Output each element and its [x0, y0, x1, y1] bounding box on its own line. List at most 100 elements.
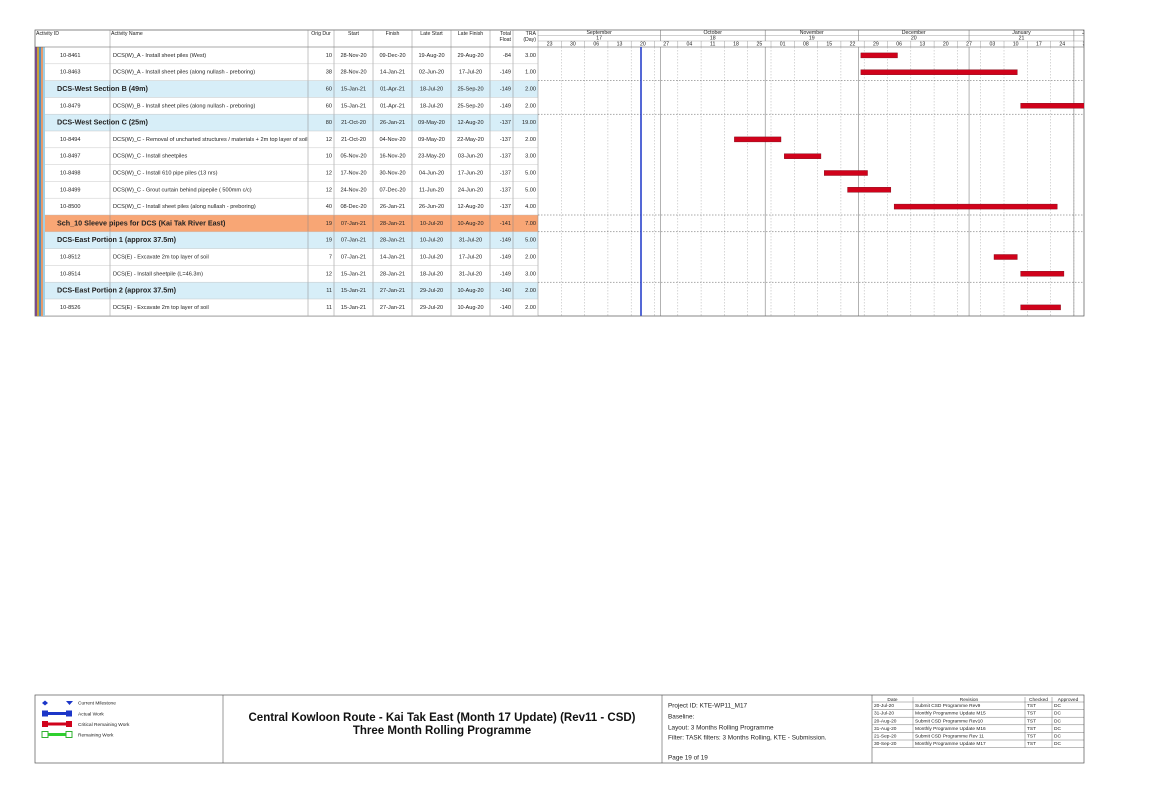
revision-cell: Submit CSD Programme Rev9 [915, 703, 981, 709]
gantt-area: 23 30 06 13 20 27 04 11 18 25 01 08 15 22 29 06 13 20 27 03… [538, 30, 1094, 316]
legend-label: Remaining Work [78, 732, 114, 738]
week-label: 31 [1083, 41, 1089, 47]
revision-cell: TST [1027, 741, 1036, 747]
cell-total-float: -149 [500, 103, 511, 109]
activity-id: 10-8463 [60, 70, 81, 76]
cell-orig-dur: 12 [326, 271, 332, 277]
group-row-bg [45, 282, 538, 299]
cell-late-start: 09-May-20 [418, 120, 445, 126]
activity-name: DCS(E) - Excavate 2m top layer of soil [113, 305, 209, 311]
group-row-bg [45, 231, 538, 249]
group-name: DCS-East Portion 2 (approx 37.5m) [57, 286, 177, 295]
wbs-band [43, 47, 45, 316]
revision-cell: Monthly Programme Update M15 [915, 711, 986, 717]
cell-orig-dur: 11 [326, 288, 332, 294]
gantt-bar [860, 52, 898, 59]
cell-tra: 2.00 [525, 137, 536, 143]
cell-late-finish: 22-May-20 [457, 137, 484, 143]
cell-orig-dur: 10 [326, 53, 332, 59]
cell-tra: 3.00 [525, 154, 536, 160]
wbs-band [35, 47, 37, 316]
cell-tra: 3.00 [525, 271, 536, 277]
week-label: 06 [593, 41, 599, 47]
cell-start: 15-Jan-21 [341, 103, 366, 109]
cell-total-float: -137 [500, 137, 511, 143]
cell-late-finish: 31-Jul-20 [459, 238, 482, 244]
column-header: Orig Dur [311, 31, 331, 37]
month-number: 17 [596, 36, 602, 42]
cell-total-float: -137 [500, 170, 511, 176]
cell-late-finish: 03-Jun-20 [458, 154, 483, 160]
cell-orig-dur: 11 [326, 305, 332, 311]
month-label: January [1012, 30, 1031, 36]
activity-id: 10-8526 [60, 305, 81, 311]
revision-cell: 31-Jul-20 [874, 711, 894, 717]
cell-start: 07-Jan-21 [341, 221, 366, 227]
cell-tra: 5.00 [525, 187, 536, 193]
cell-total-float: -149 [500, 70, 511, 76]
cell-late-finish: 25-Sep-20 [457, 86, 483, 92]
cell-total-float: -140 [500, 288, 511, 294]
revision-cell: DC [1054, 726, 1061, 732]
group-name: DCS-West Section B (49m) [57, 84, 149, 93]
week-label: 11 [710, 41, 715, 47]
cell-start: 08-Dec-20 [340, 204, 366, 210]
group-name: DCS-West Section C (25m) [57, 118, 149, 127]
cell-total-float: -140 [500, 305, 511, 311]
month-number: 19 [809, 36, 815, 42]
activity-name: DCS(W)_C - Install sheetpiles [113, 154, 187, 160]
project-info: Layout: 3 Months Rolling Programme [668, 725, 774, 732]
month-number: 22 [1088, 36, 1094, 42]
cell-total-float: -149 [500, 271, 511, 277]
group-row-bg [45, 80, 538, 98]
legend-symbol [66, 721, 72, 727]
cell-finish: 28-Jan-21 [380, 238, 405, 244]
revision-cell: 20-Aug-20 [874, 718, 897, 724]
wbs-band [37, 47, 39, 316]
group-row-bg [45, 114, 538, 131]
week-label: 23 [547, 41, 553, 47]
cell-start: 21-Oct-20 [341, 137, 366, 143]
month-number: 20 [911, 36, 917, 42]
revision-cell: 21-Sep-20 [874, 733, 897, 739]
gantt-bar [1020, 103, 1084, 109]
column-header: Activity ID [36, 31, 59, 37]
cell-late-start: 18-Jul-20 [420, 271, 443, 277]
week-label: 30 [570, 41, 576, 47]
cell-start: 21-Oct-20 [341, 120, 366, 126]
activity-id: 10-8494 [60, 137, 81, 143]
legend-symbol [42, 710, 48, 717]
revision-cell: DC [1054, 718, 1061, 724]
cell-total-float: -149 [500, 238, 511, 244]
legend-label: Current Milestone [78, 700, 116, 706]
revision-cell: 20-Jul-20 [874, 703, 894, 709]
revision-cell: TST [1027, 718, 1036, 724]
column-header: TRA [526, 31, 537, 37]
revision-cell: TST [1027, 703, 1036, 709]
revision-header: Approved [1058, 697, 1079, 703]
activity-name: DCS(W)_B - Install sheet piles (along nu… [113, 103, 256, 109]
cell-late-finish: 17-Jul-20 [459, 254, 482, 260]
week-label: 15 [826, 41, 832, 47]
cell-orig-dur: 60 [326, 86, 332, 92]
page-number: Page 19 of 19 [668, 755, 708, 762]
cell-late-start: 19-Aug-20 [418, 53, 444, 59]
week-label: 27 [663, 41, 669, 47]
revision-cell: 31-Aug-20 [874, 726, 897, 732]
activity-name: DCS(W)_C - Install sheet piles (along nu… [113, 204, 256, 210]
cell-tra: 2.00 [525, 86, 536, 92]
week-label: 29 [873, 41, 879, 47]
revision-header: Revision [960, 697, 979, 703]
legend-symbol [42, 712, 72, 715]
cell-late-start: 29-Jul-20 [420, 288, 443, 294]
cell-tra: 1.00 [525, 70, 536, 76]
cell-finish: 04-Nov-20 [379, 137, 405, 143]
week-label: 06 [896, 41, 902, 47]
gantt-bar [824, 170, 868, 176]
cell-late-start: 18-Jul-20 [420, 86, 443, 92]
cell-late-start: 29-Jul-20 [420, 305, 443, 311]
cell-start: 15-Jan-21 [341, 305, 366, 311]
legend-symbol [66, 701, 73, 705]
cell-late-finish: 17-Jun-20 [458, 170, 483, 176]
gantt-bar [993, 254, 1018, 260]
